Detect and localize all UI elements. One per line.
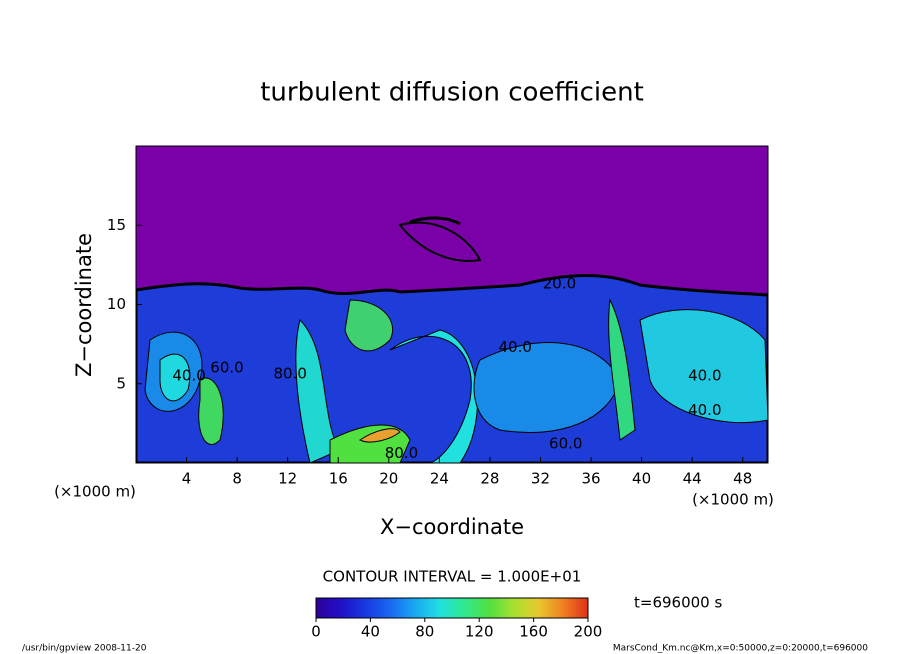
colorbar-tick-label: 40 bbox=[361, 623, 380, 641]
field-blob bbox=[608, 298, 636, 441]
contour-label: 40.0 bbox=[688, 366, 721, 384]
x-tick-label: 12 bbox=[278, 470, 297, 488]
colorbar-tick-label: 200 bbox=[574, 623, 603, 641]
colorbar-tick-label: 120 bbox=[465, 623, 494, 641]
colorbar-tick-label: 0 bbox=[311, 623, 321, 641]
field-blob bbox=[159, 353, 191, 402]
chart-title: turbulent diffusion coefficient bbox=[260, 78, 644, 108]
x-tick-label: 44 bbox=[683, 470, 702, 488]
colorbar bbox=[315, 597, 589, 619]
contour-label: 40.0 bbox=[498, 338, 531, 356]
field-blob bbox=[389, 329, 478, 463]
x-tick-label: 48 bbox=[733, 470, 752, 488]
x-tick-label: 4 bbox=[182, 470, 192, 488]
field-blob bbox=[639, 309, 768, 424]
contour-label: 80.0 bbox=[385, 444, 418, 462]
contour-label: 80.0 bbox=[274, 365, 307, 383]
x-tick-label: 20 bbox=[379, 470, 398, 488]
contour-label: 60.0 bbox=[549, 434, 582, 452]
x-tick-label: 24 bbox=[430, 470, 449, 488]
contour-label: 20.0 bbox=[543, 274, 576, 292]
x-tick-label: 8 bbox=[232, 470, 242, 488]
field-contour bbox=[398, 221, 482, 262]
field-blob bbox=[344, 299, 393, 352]
x-tick-label: 32 bbox=[531, 470, 550, 488]
contour-label: 40.0 bbox=[688, 401, 721, 419]
footer-right: MarsCond_Km.nc@Km,x=0:50000,z=0:20000,t=… bbox=[613, 644, 868, 654]
y-tick-label: 10 bbox=[107, 295, 126, 313]
field-blob bbox=[359, 428, 401, 443]
y-tick-label: 15 bbox=[107, 216, 126, 234]
contour-label: 40.0 bbox=[172, 366, 205, 384]
time-label: t=696000 s bbox=[634, 594, 722, 612]
field-contour bbox=[409, 216, 461, 226]
y-tick-label: 5 bbox=[116, 374, 126, 392]
x-tick-label: 40 bbox=[632, 470, 651, 488]
field-blob bbox=[473, 342, 621, 434]
colorbar-tick-label: 160 bbox=[519, 623, 548, 641]
x-tick-label: 28 bbox=[480, 470, 499, 488]
y-axis-label: Z−coordinate bbox=[72, 233, 96, 377]
colorbar-tick-label: 80 bbox=[415, 623, 434, 641]
x-unit-left: (×1000 m) bbox=[54, 483, 136, 501]
footer-left: /usr/bin/gpview 2008-11-20 bbox=[22, 644, 147, 654]
x-axis-label: X−coordinate bbox=[380, 515, 524, 539]
field-blob bbox=[198, 377, 224, 445]
x-unit-right: (×1000 m) bbox=[692, 491, 774, 509]
contour-interval: CONTOUR INTERVAL = 1.000E+01 bbox=[323, 568, 582, 586]
field bbox=[136, 146, 768, 463]
contour-label: 60.0 bbox=[210, 358, 243, 376]
x-tick-label: 16 bbox=[329, 470, 348, 488]
x-tick-label: 36 bbox=[581, 470, 600, 488]
field-blob bbox=[295, 319, 341, 463]
